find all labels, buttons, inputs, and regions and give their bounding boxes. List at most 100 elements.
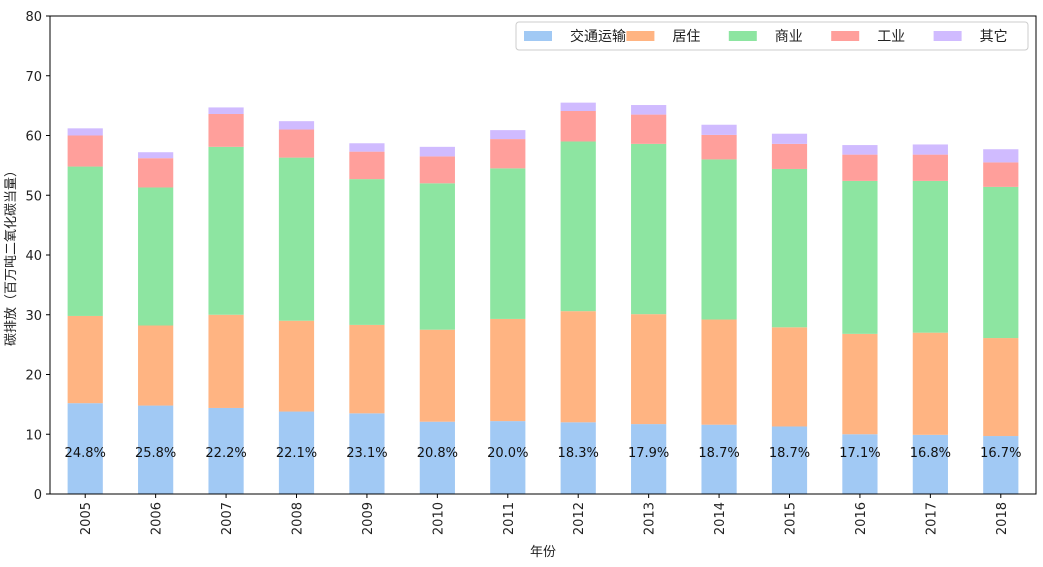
share-label-2014: 18.7% <box>698 446 739 461</box>
bar-segment-2012-3 <box>560 111 596 142</box>
bar-segment-2008-0 <box>278 411 315 494</box>
y-tick-label-0: 0 <box>34 488 42 503</box>
x-tick-label-2015: 2015 <box>784 502 799 535</box>
share-label-2009: 23.1% <box>346 446 387 461</box>
bar-segment-2015-0 <box>771 426 808 494</box>
legend-label-1: 居住 <box>672 29 700 45</box>
y-tick-label-20: 20 <box>25 369 42 384</box>
x-tick-label-2017: 2017 <box>924 502 939 535</box>
y-tick-label-50: 50 <box>25 189 42 204</box>
legend-label-4: 其它 <box>980 28 1008 45</box>
bar-segment-2008-2 <box>278 157 315 321</box>
bar-segment-2006-0 <box>138 405 174 494</box>
bar-segment-2011-1 <box>490 318 526 422</box>
bar-segment-2005-2 <box>67 166 103 316</box>
bar-segment-2018-4 <box>983 149 1019 163</box>
x-tick-label-2009: 2009 <box>361 502 376 535</box>
bar-segment-2013-3 <box>631 114 667 144</box>
bar-segment-2014-3 <box>701 134 737 160</box>
legend-swatch-4 <box>933 31 962 41</box>
bar-segment-2015-3 <box>771 143 808 169</box>
bar-segment-2007-0 <box>208 407 244 494</box>
x-tick-label-2007: 2007 <box>220 502 235 535</box>
bar-segment-2015-4 <box>771 133 808 144</box>
bar-segment-2017-2 <box>912 180 948 333</box>
share-label-2017: 16.8% <box>910 446 951 461</box>
x-tick-label-2011: 2011 <box>502 502 517 535</box>
bar-segment-2012-4 <box>560 102 596 112</box>
share-label-2016: 17.1% <box>839 446 880 461</box>
legend-box <box>515 21 1029 51</box>
y-tick-label-60: 60 <box>25 130 42 145</box>
bar-segment-2005-1 <box>67 315 103 404</box>
share-label-2018: 16.7% <box>980 446 1021 461</box>
bar-segment-2005-0 <box>67 403 103 494</box>
share-label-2015: 18.7% <box>769 446 810 461</box>
bar-segment-2006-1 <box>138 325 174 406</box>
x-tick-label-2006: 2006 <box>150 502 165 535</box>
bar-segment-2007-3 <box>208 113 244 147</box>
x-tick-label-2014: 2014 <box>713 502 728 535</box>
x-axis: 2005 2006 2007 2008 2009 2010 2011 2012 2013 2014… <box>79 494 1010 535</box>
bar-segment-2016-0 <box>842 434 878 494</box>
share-label-2010: 20.8% <box>417 446 458 461</box>
bar-segment-2016-1 <box>842 333 878 435</box>
bar-segment-2009-1 <box>349 324 385 414</box>
bar-segment-2013-0 <box>631 424 667 494</box>
bar-segment-2016-4 <box>842 145 878 155</box>
share-label-2008: 22.1% <box>276 446 317 461</box>
bar-segment-2015-2 <box>771 168 808 328</box>
legend-swatch-1 <box>626 31 655 41</box>
share-labels-layer: 24.8% 25.8% 22.2% 22.1% 23.1% 20.8% 20.0% 18.3%… <box>65 446 1022 461</box>
x-tick-label-2010: 2010 <box>431 502 446 535</box>
bar-segment-2013-2 <box>631 143 667 315</box>
bar-segment-2011-0 <box>490 421 526 494</box>
share-label-2013: 17.9% <box>628 446 669 461</box>
bar-segment-2018-0 <box>983 436 1019 494</box>
bar-segment-2006-2 <box>138 187 174 326</box>
bars-layer <box>67 102 1019 494</box>
bar-segment-2009-0 <box>349 413 385 494</box>
legend: 交通运输 居住 商业 工业 其它 <box>515 21 1029 51</box>
share-label-2006: 25.8% <box>135 446 176 461</box>
bar-segment-2017-0 <box>912 434 948 494</box>
bar-segment-2013-4 <box>631 105 667 115</box>
bar-segment-2006-3 <box>138 158 174 188</box>
legend-swatch-0 <box>524 31 552 41</box>
bar-segment-2014-1 <box>701 319 737 425</box>
bar-segment-2007-4 <box>208 107 244 114</box>
bar-segment-2010-0 <box>419 421 455 494</box>
x-tick-label-2016: 2016 <box>854 502 869 535</box>
bar-segment-2014-2 <box>701 159 737 320</box>
bar-segment-2010-1 <box>419 329 455 422</box>
bar-segment-2011-2 <box>490 168 526 319</box>
x-tick-label-2005: 2005 <box>79 502 94 535</box>
x-axis-label: 年份 <box>530 545 556 560</box>
bar-segment-2009-3 <box>349 151 385 180</box>
bar-segment-2018-3 <box>983 162 1019 187</box>
y-tick-label-70: 70 <box>25 70 42 85</box>
bar-segment-2014-4 <box>701 124 737 135</box>
x-tick-label-2018: 2018 <box>995 502 1010 535</box>
bar-segment-2016-3 <box>842 154 878 181</box>
y-axis-label: 碳排放（百万吨二氧化碳当量） <box>4 164 19 346</box>
y-tick-label-40: 40 <box>25 249 42 264</box>
x-tick-label-2012: 2012 <box>572 502 587 535</box>
plot-frame <box>49 15 1037 495</box>
share-label-2011: 20.0% <box>487 446 528 461</box>
bar-segment-2015-1 <box>771 327 808 427</box>
bar-segment-2008-4 <box>278 121 315 130</box>
bar-segment-2011-3 <box>490 139 526 169</box>
bar-segment-2005-4 <box>67 128 103 136</box>
bar-segment-2006-4 <box>138 152 174 159</box>
bar-segment-2007-1 <box>208 314 244 408</box>
bar-segment-2008-3 <box>278 129 315 158</box>
y-tick-label-80: 80 <box>25 10 42 25</box>
share-label-2007: 22.2% <box>205 446 246 461</box>
bar-segment-2005-3 <box>67 135 103 167</box>
bar-segment-2013-1 <box>631 314 667 425</box>
legend-label-2: 商业 <box>775 29 803 45</box>
y-tick-label-30: 30 <box>25 309 42 324</box>
bar-segment-2017-4 <box>912 144 948 155</box>
